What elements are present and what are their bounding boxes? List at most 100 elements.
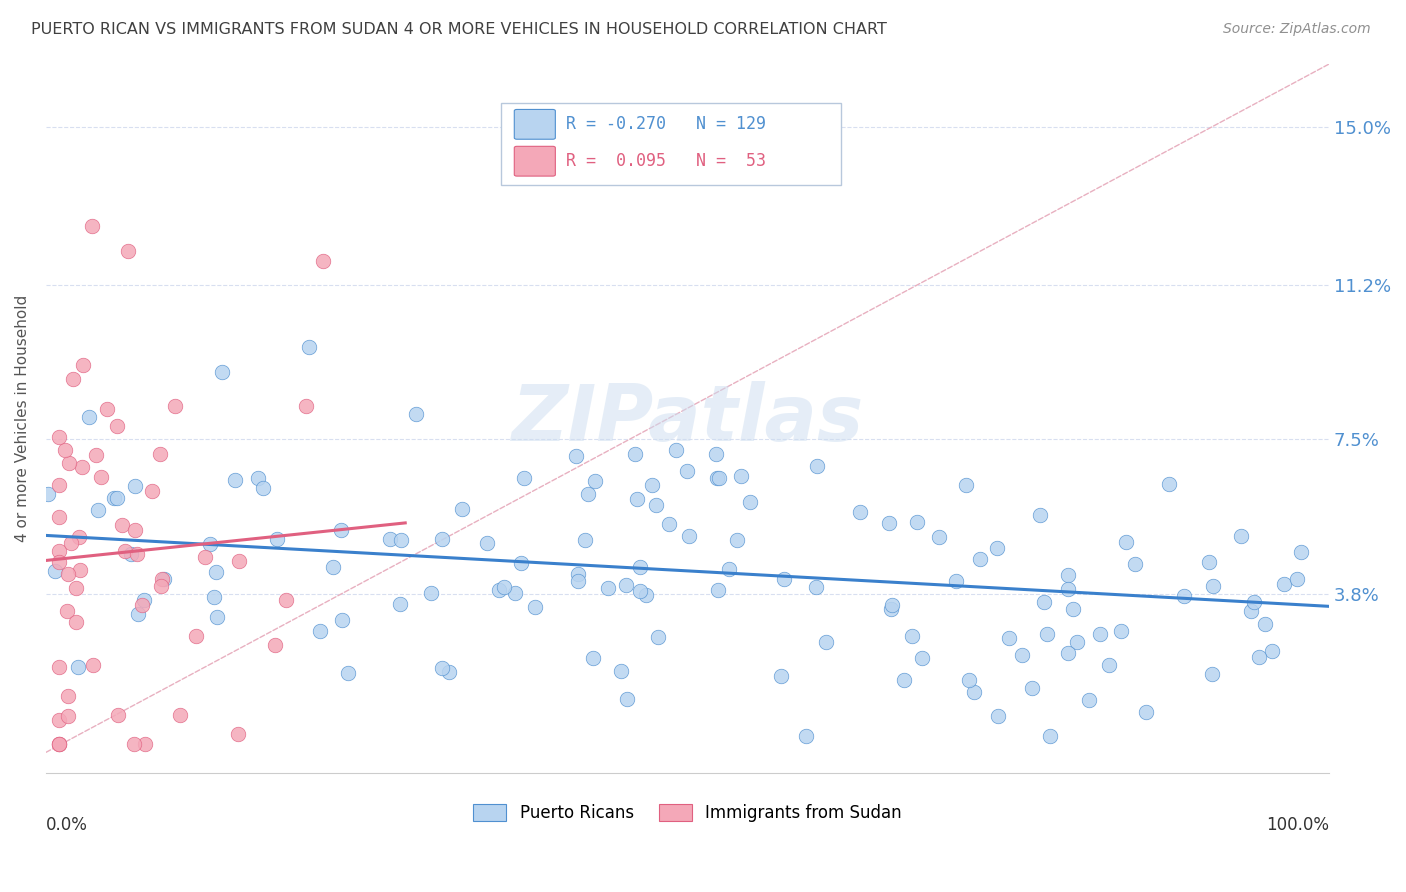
Point [124, 523, 146, 537]
Point [880, 602, 903, 616]
Point [576, 486, 599, 500]
Point [48, 737, 70, 751]
Point [111, 518, 134, 533]
Point [103, 491, 125, 505]
Point [1021, 681, 1043, 695]
Point [134, 737, 156, 751]
Point [149, 579, 172, 593]
Point [772, 573, 794, 587]
Point [65, 581, 87, 595]
Point [87, 503, 110, 517]
Point [62, 372, 84, 386]
Point [380, 532, 402, 546]
Point [706, 582, 728, 597]
Point [437, 665, 460, 680]
Point [806, 458, 828, 473]
Point [1202, 579, 1225, 593]
Point [1088, 627, 1111, 641]
Point [1240, 604, 1263, 618]
Text: Source: ZipAtlas.com: Source: ZipAtlas.com [1223, 22, 1371, 37]
FancyBboxPatch shape [502, 103, 841, 185]
Point [1286, 573, 1309, 587]
Point [194, 549, 217, 564]
Point [911, 651, 934, 665]
Point [131, 599, 153, 613]
Point [1056, 568, 1078, 582]
Point [1035, 627, 1057, 641]
Point [641, 478, 664, 492]
Point [1289, 545, 1312, 559]
Point [312, 253, 335, 268]
Point [1198, 555, 1220, 569]
Point [90, 470, 112, 484]
Point [814, 635, 837, 649]
Point [124, 478, 146, 492]
Point [616, 692, 638, 706]
Point [48, 737, 70, 751]
Point [505, 585, 527, 599]
Point [879, 516, 901, 531]
Point [628, 560, 651, 574]
Legend: Puerto Ricans, Immigrants from Sudan: Puerto Ricans, Immigrants from Sudan [467, 797, 908, 829]
Point [523, 599, 546, 614]
Point [1229, 529, 1251, 543]
Text: ZIPatlas: ZIPatlas [512, 381, 863, 457]
Point [1109, 624, 1132, 639]
Point [48, 544, 70, 558]
Point [48, 555, 70, 569]
Point [330, 613, 353, 627]
Point [389, 533, 412, 547]
Point [1029, 508, 1052, 522]
Point [308, 624, 330, 639]
Point [582, 651, 605, 665]
Point [294, 399, 316, 413]
Point [769, 668, 792, 682]
Point [678, 529, 700, 543]
Point [200, 536, 222, 550]
Point [567, 574, 589, 588]
Point [1062, 602, 1084, 616]
Point [70, 459, 93, 474]
Point [955, 478, 977, 492]
Point [44, 564, 66, 578]
Point [1247, 649, 1270, 664]
Point [114, 544, 136, 558]
Point [707, 471, 730, 485]
Point [636, 588, 658, 602]
Point [1272, 577, 1295, 591]
Point [430, 533, 453, 547]
Point [628, 584, 651, 599]
Point [718, 561, 741, 575]
Point [901, 629, 924, 643]
Point [880, 598, 903, 612]
Point [725, 533, 748, 547]
Point [107, 708, 129, 723]
Point [1033, 594, 1056, 608]
Point [53, 442, 76, 457]
Point [59, 536, 82, 550]
Point [730, 469, 752, 483]
Point [48, 430, 70, 444]
Point [149, 447, 172, 461]
Point [48, 737, 70, 751]
Point [706, 471, 728, 485]
Point [405, 407, 427, 421]
Point [105, 491, 128, 505]
Text: PUERTO RICAN VS IMMIGRANTS FROM SUDAN 4 OR MORE VEHICLES IN HOUSEHOLD CORRELATIO: PUERTO RICAN VS IMMIGRANTS FROM SUDAN 4 … [31, 22, 887, 37]
Point [56, 709, 79, 723]
Point [117, 244, 139, 258]
Text: R = -0.270   N = 129: R = -0.270 N = 129 [565, 115, 766, 133]
Point [96, 402, 118, 417]
Point [704, 447, 727, 461]
Point [488, 583, 510, 598]
Point [226, 727, 249, 741]
Point [1261, 644, 1284, 658]
Point [583, 474, 606, 488]
Point [475, 536, 498, 550]
Point [432, 661, 454, 675]
FancyBboxPatch shape [515, 110, 555, 139]
Y-axis label: 4 or more Vehicles in Household: 4 or more Vehicles in Household [15, 295, 30, 542]
Point [205, 610, 228, 624]
FancyBboxPatch shape [515, 146, 555, 176]
Point [626, 491, 648, 506]
